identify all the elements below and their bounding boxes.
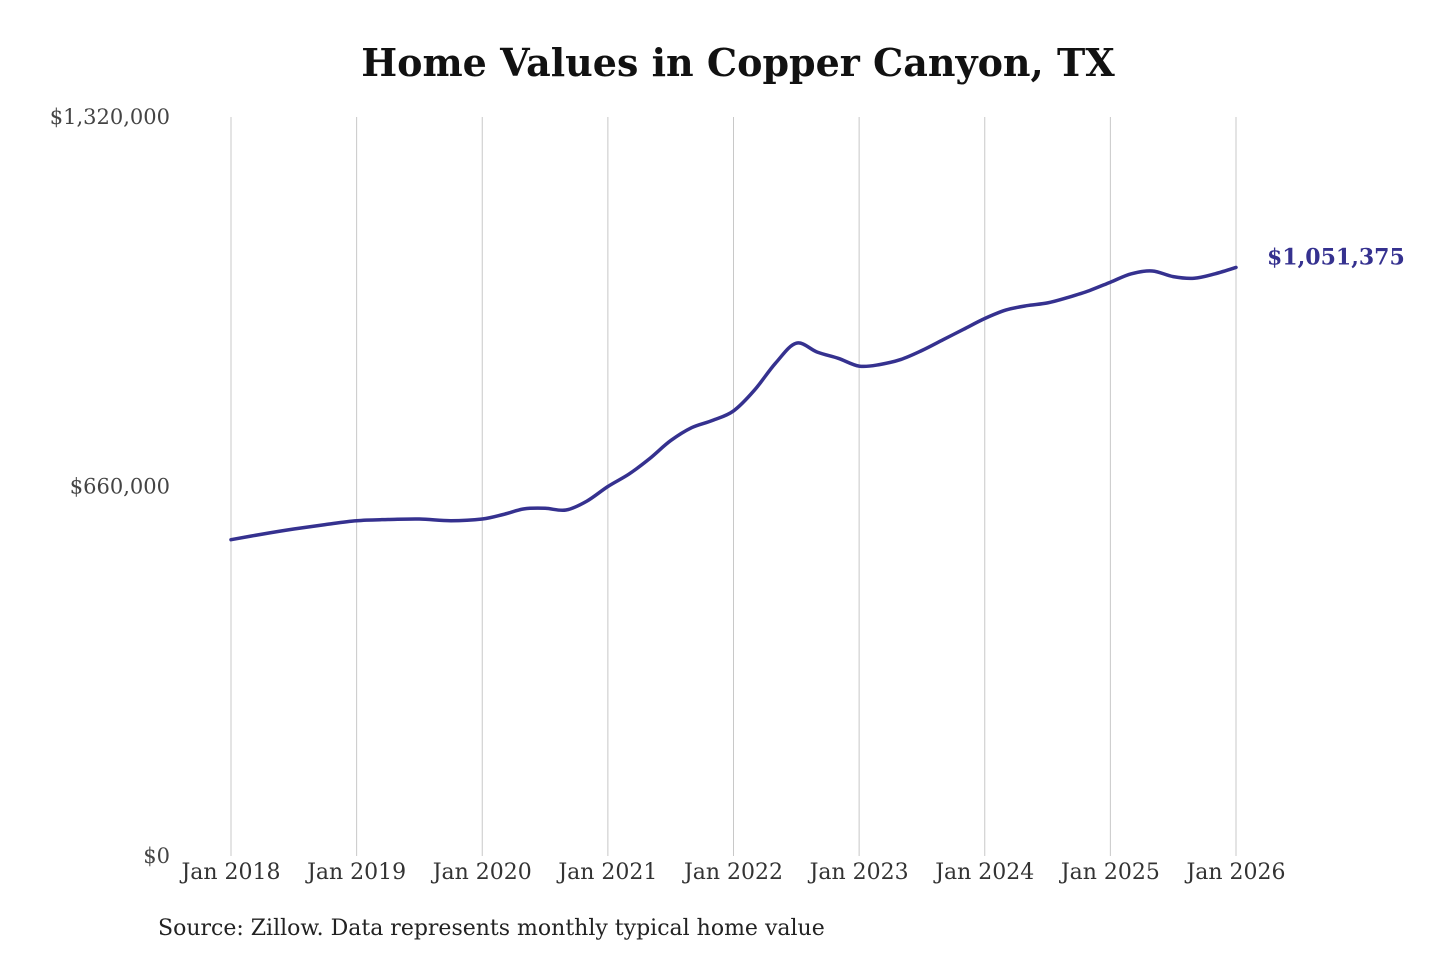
y-axis-tick-labels: $0 $660,000 $1,320,000 <box>50 105 170 868</box>
end-value-label-layer: $1,051,375 <box>1267 244 1405 270</box>
chart-title: Home Values in Copper Canyon, TX <box>361 40 1115 85</box>
y-tick-label: $1,320,000 <box>50 105 170 129</box>
x-tick-label: Jan 2023 <box>808 860 909 885</box>
x-tick-label: Jan 2026 <box>1184 860 1285 885</box>
x-tick-label: Jan 2020 <box>431 860 532 885</box>
end-value-label: $1,051,375 <box>1267 244 1405 270</box>
series-line <box>229 265 1238 542</box>
x-tick-label: Jan 2018 <box>179 860 280 885</box>
y-tick-label: $660,000 <box>70 475 170 499</box>
x-tick-label: Jan 2019 <box>305 860 406 885</box>
x-tick-label: Jan 2021 <box>556 860 657 885</box>
series-layer <box>229 265 1238 542</box>
source-note: Source: Zillow. Data represents monthly … <box>158 916 825 941</box>
x-tick-label: Jan 2025 <box>1059 860 1160 885</box>
y-tick-label: $0 <box>143 844 170 868</box>
x-tick-label: Jan 2024 <box>933 860 1034 885</box>
x-axis-tick-labels: Jan 2018 Jan 2019 Jan 2020 Jan 2021 Jan 2022… <box>179 860 1285 885</box>
vertical-gridlines <box>230 117 1237 856</box>
x-tick-label: Jan 2022 <box>682 860 783 885</box>
